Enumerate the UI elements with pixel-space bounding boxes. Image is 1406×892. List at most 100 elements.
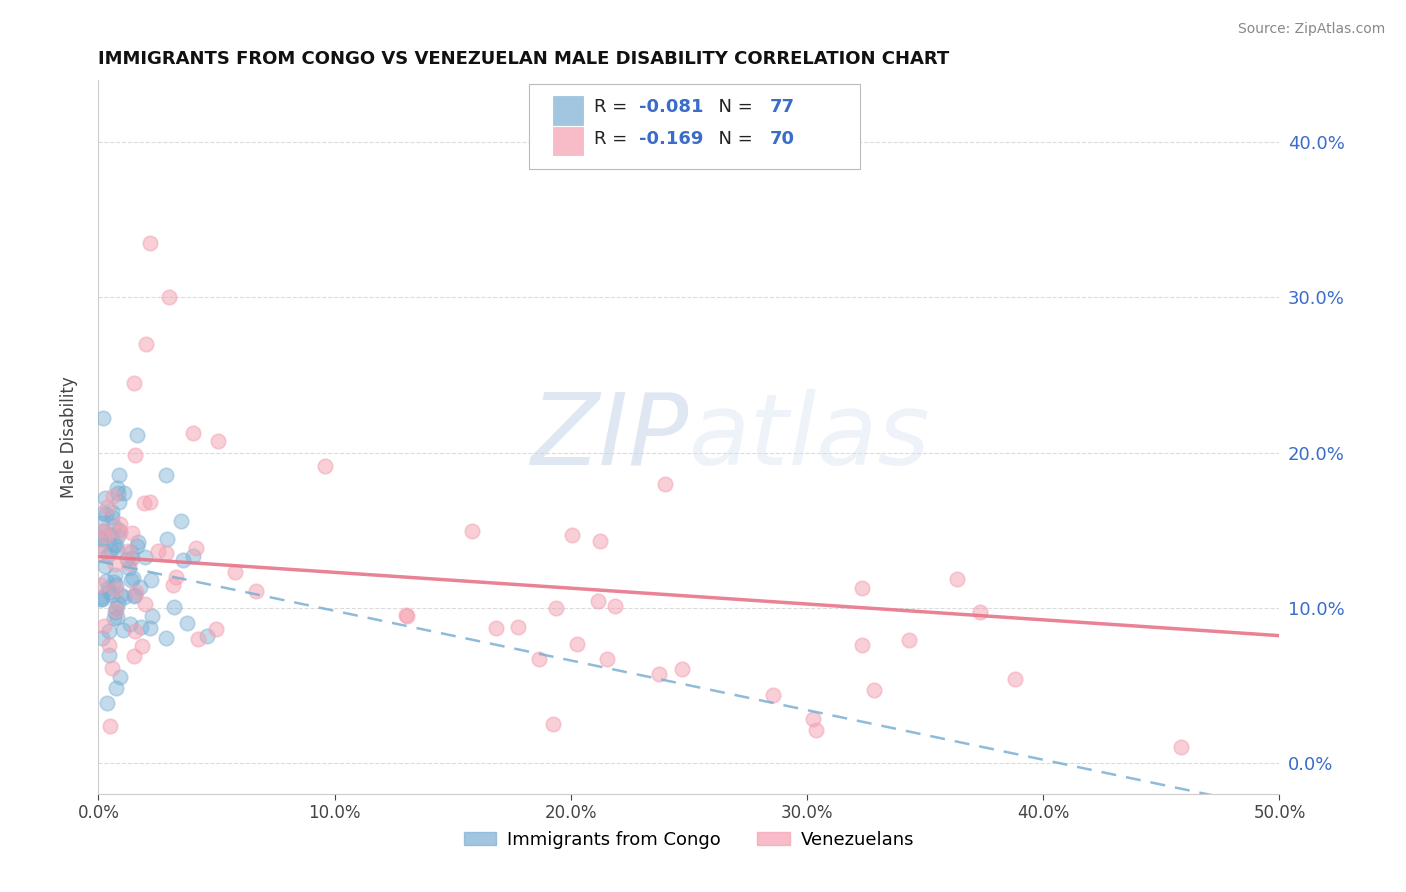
Point bbox=[110, 524, 132, 539]
Point bbox=[118, 560, 141, 574]
Text: Source: ZipAtlas.com: Source: ZipAtlas.com bbox=[1237, 22, 1385, 37]
Point bbox=[183, 549, 205, 563]
Text: -0.169: -0.169 bbox=[640, 130, 704, 148]
Point bbox=[104, 582, 127, 597]
Point bbox=[125, 539, 148, 553]
Point bbox=[139, 573, 162, 587]
Point bbox=[98, 718, 121, 732]
Text: N =: N = bbox=[707, 98, 758, 116]
Point bbox=[245, 584, 267, 599]
Point bbox=[176, 616, 198, 631]
Point bbox=[169, 514, 191, 528]
Point bbox=[90, 546, 112, 560]
Point bbox=[114, 590, 136, 604]
Point bbox=[110, 588, 132, 602]
Point bbox=[98, 585, 121, 599]
Legend: Immigrants from Congo, Venezuelans: Immigrants from Congo, Venezuelans bbox=[457, 824, 921, 856]
Point bbox=[851, 638, 873, 652]
Point bbox=[589, 534, 612, 549]
Point bbox=[671, 662, 693, 676]
Point bbox=[541, 717, 564, 731]
Point bbox=[90, 590, 112, 604]
Point bbox=[108, 467, 131, 482]
Point bbox=[461, 524, 484, 539]
Point bbox=[98, 638, 121, 652]
Point bbox=[105, 681, 128, 695]
Point bbox=[91, 631, 114, 645]
Point bbox=[131, 620, 153, 634]
Point bbox=[132, 496, 155, 510]
Point bbox=[186, 541, 208, 555]
Point bbox=[94, 507, 117, 521]
Point bbox=[124, 624, 146, 638]
Point bbox=[163, 599, 186, 614]
Point bbox=[121, 526, 143, 541]
Point bbox=[122, 376, 145, 390]
Point bbox=[851, 581, 873, 595]
Point bbox=[104, 568, 127, 582]
Point bbox=[141, 609, 163, 624]
Point bbox=[124, 588, 146, 602]
Point bbox=[139, 621, 162, 635]
Point bbox=[118, 557, 141, 571]
Point bbox=[125, 428, 148, 442]
Point bbox=[104, 557, 127, 571]
Point bbox=[108, 523, 131, 537]
Point bbox=[506, 620, 529, 634]
Point bbox=[134, 550, 156, 565]
FancyBboxPatch shape bbox=[553, 96, 582, 125]
Point bbox=[1170, 740, 1192, 755]
Point bbox=[97, 549, 120, 563]
Point bbox=[395, 609, 418, 624]
FancyBboxPatch shape bbox=[553, 127, 582, 155]
Point bbox=[134, 597, 156, 611]
Point bbox=[97, 581, 120, 595]
Point bbox=[172, 553, 194, 567]
Point bbox=[969, 605, 991, 619]
Point bbox=[121, 550, 143, 565]
Text: R =: R = bbox=[595, 98, 634, 116]
Point bbox=[96, 500, 118, 514]
Text: R =: R = bbox=[595, 130, 634, 148]
Point bbox=[118, 617, 141, 632]
Text: IMMIGRANTS FROM CONGO VS VENEZUELAN MALE DISABILITY CORRELATION CHART: IMMIGRANTS FROM CONGO VS VENEZUELAN MALE… bbox=[98, 50, 949, 68]
Point bbox=[155, 467, 177, 482]
Point bbox=[527, 652, 550, 666]
Point bbox=[603, 599, 626, 613]
Point bbox=[97, 648, 120, 662]
Point bbox=[125, 585, 148, 599]
Point bbox=[135, 337, 157, 351]
Text: 70: 70 bbox=[769, 130, 794, 148]
Point bbox=[103, 611, 125, 625]
Point bbox=[595, 652, 617, 666]
Point bbox=[91, 592, 114, 607]
Point bbox=[560, 528, 582, 542]
Point bbox=[105, 610, 128, 624]
Point bbox=[107, 596, 129, 610]
Point bbox=[648, 667, 671, 681]
Point bbox=[120, 573, 142, 587]
Point bbox=[104, 605, 127, 619]
Point bbox=[91, 506, 114, 520]
Point bbox=[90, 532, 112, 546]
Point bbox=[120, 545, 142, 559]
Point bbox=[187, 632, 209, 646]
Point bbox=[946, 572, 969, 586]
Point bbox=[898, 633, 921, 648]
Point bbox=[157, 290, 180, 304]
Point bbox=[107, 486, 129, 500]
Point bbox=[96, 696, 118, 710]
Point bbox=[90, 578, 112, 592]
Point bbox=[139, 236, 162, 251]
Y-axis label: Male Disability: Male Disability bbox=[59, 376, 77, 498]
Point bbox=[122, 572, 145, 586]
Point bbox=[485, 621, 508, 635]
Point bbox=[91, 411, 114, 425]
Point bbox=[801, 712, 824, 726]
Point bbox=[111, 623, 134, 637]
Point bbox=[90, 516, 112, 530]
Point bbox=[104, 538, 127, 552]
Point bbox=[93, 524, 115, 538]
Point bbox=[100, 505, 122, 519]
Point bbox=[195, 630, 218, 644]
